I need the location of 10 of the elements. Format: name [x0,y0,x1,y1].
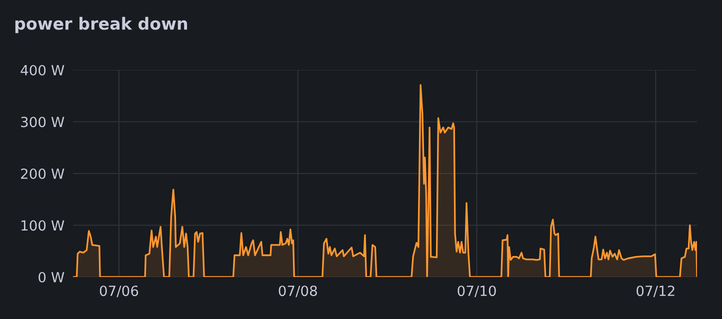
chart-title: power break down [15,16,188,34]
y-tick-label: 400 W [20,64,64,76]
x-tick-label: 07/08 [278,286,317,298]
y-tick-label: 0 W [38,272,64,282]
y-tick-label: 300 W [21,116,64,128]
y-tick-label: 100 W [22,220,64,231]
x-tick-label: 07/10 [458,286,496,298]
x-tick-label: 07/12 [636,286,674,298]
y-tick-label: 200 W [21,168,64,179]
x-tick-label: 07/06 [100,286,138,298]
